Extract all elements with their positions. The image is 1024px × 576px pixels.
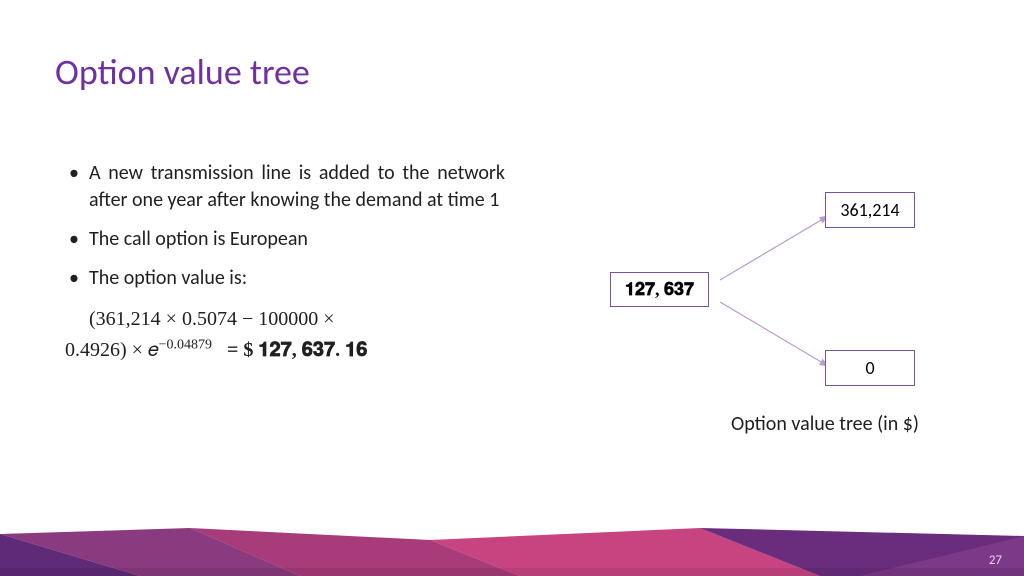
formula: (361,214 × 0.5074 − 100000 × 0.4926) × 𝑒…	[65, 304, 505, 366]
edge-up	[720, 216, 828, 280]
formula-prefix: 0.4926) × 𝑒	[65, 339, 159, 361]
option-tree: 𝟏𝟐𝟕, 𝟔𝟑𝟕 361,214 0 Option value tree (in…	[590, 180, 990, 440]
tree-caption: Option value tree (in $)	[700, 412, 950, 436]
bullet-item: The option value is:	[65, 265, 505, 292]
bullet-item: A new transmission line is added to the …	[65, 160, 505, 214]
content-column: A new transmission line is added to the …	[65, 160, 505, 366]
tree-node-up: 361,214	[825, 192, 915, 228]
bullet-item: The call option is European	[65, 226, 505, 253]
formula-result: = $ 𝟏𝟐𝟕, 𝟔𝟑𝟕. 𝟏𝟔	[227, 339, 367, 361]
tree-node-root: 𝟏𝟐𝟕, 𝟔𝟑𝟕	[610, 272, 709, 307]
formula-exponent: −0.04879	[159, 337, 212, 352]
tree-node-down: 0	[825, 350, 915, 386]
tree-edges	[590, 180, 990, 440]
formula-line-1: (361,214 × 0.5074 − 100000 ×	[65, 304, 505, 335]
footer-svg	[0, 528, 1024, 576]
slide-title: Option value tree	[55, 50, 310, 94]
bullet-list: A new transmission line is added to the …	[65, 160, 505, 292]
page-number: 27	[989, 553, 1002, 568]
edge-down	[720, 302, 828, 366]
formula-line-2: 0.4926) × 𝑒−0.04879 = $ 𝟏𝟐𝟕, 𝟔𝟑𝟕. 𝟏𝟔	[65, 335, 505, 366]
slide: Option value tree A new transmission lin…	[0, 0, 1024, 576]
footer-decoration	[0, 528, 1024, 576]
